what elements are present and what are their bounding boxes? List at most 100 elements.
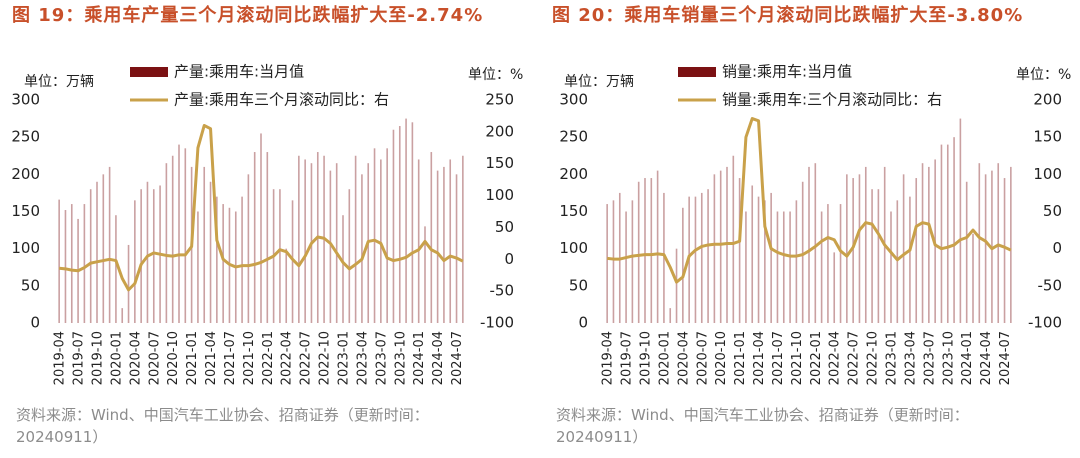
- bar: [392, 129, 395, 323]
- x-tick-label: 2024-01: [412, 331, 427, 385]
- y2-tick-label: 150: [1033, 128, 1062, 146]
- bar: [902, 174, 905, 323]
- bar: [152, 189, 155, 323]
- bar: [411, 122, 414, 323]
- bar: [430, 152, 433, 323]
- bar: [770, 192, 772, 323]
- legend-swatch: [130, 67, 168, 77]
- x-tick-label: 2019-07: [72, 331, 87, 385]
- bar: [58, 199, 60, 323]
- bar: [266, 152, 269, 323]
- bar: [675, 248, 678, 323]
- bar: [928, 166, 930, 323]
- bar: [631, 200, 634, 323]
- bar: [178, 144, 180, 323]
- bar: [260, 133, 262, 323]
- x-tick-label: 2024-04: [979, 331, 994, 385]
- bar: [361, 174, 363, 323]
- chart: 单位：万辆 单位：% 0 50 100 150 200 250 300 -100 -50 0 50 100…: [11, 63, 523, 386]
- x-tick-label: 2023-01: [885, 331, 900, 385]
- x-tick-label: 2020-07: [147, 331, 162, 385]
- bar: [285, 248, 288, 323]
- x-tick-label: 2021-10: [242, 331, 257, 385]
- y-tick-label: 200: [559, 165, 588, 183]
- bar: [373, 148, 376, 323]
- bar: [197, 211, 199, 323]
- bar: [386, 148, 388, 323]
- unit-label: 单位：万辆: [564, 74, 634, 90]
- bar: [864, 166, 867, 323]
- bar: [782, 211, 785, 323]
- y2-tick-label: 200: [1033, 91, 1062, 109]
- unit-label: 单位：万辆: [24, 74, 94, 90]
- bar: [909, 196, 911, 323]
- bar: [858, 174, 861, 323]
- y2-tick-label: 200: [485, 122, 514, 140]
- bar: [398, 126, 401, 324]
- bar: [171, 155, 174, 323]
- x-tick-label: 2020-04: [128, 331, 143, 385]
- y-tick-label: 100: [11, 239, 40, 257]
- bar: [380, 159, 382, 323]
- x-tick-label: 2020-07: [695, 331, 710, 385]
- bar: [462, 155, 464, 323]
- chart: 单位：万辆 单位：% 0 50 100 150 200 250 300 -100 -50 0 50 100…: [559, 63, 1071, 386]
- bar: [146, 181, 149, 323]
- bar: [70, 204, 73, 323]
- legend-label: 产量:乘用车三个月滚动同比：右: [174, 91, 389, 109]
- bar: [877, 189, 880, 323]
- bar: [436, 170, 439, 323]
- bar: [751, 185, 754, 323]
- x-tick-label: 2023-01: [337, 331, 352, 385]
- x-tick-label: 2021-04: [204, 331, 219, 385]
- y-tick-label: 300: [11, 91, 40, 109]
- bar: [732, 155, 735, 323]
- bar: [253, 152, 256, 323]
- x-tick-label: 2021-07: [771, 331, 786, 385]
- bar: [972, 233, 974, 323]
- line: [606, 117, 1012, 284]
- bar: [820, 211, 823, 323]
- bar: [896, 200, 899, 323]
- bar: [637, 181, 640, 323]
- bar: [833, 252, 836, 323]
- bar: [115, 215, 117, 323]
- bar: [134, 200, 136, 323]
- x-tick-label: 2024-07: [998, 331, 1013, 385]
- bar: [656, 170, 659, 323]
- bar: [203, 166, 206, 323]
- x-tick-label: 2019-10: [91, 331, 106, 385]
- bar: [96, 181, 98, 323]
- x-tick-label: 2023-10: [393, 331, 408, 385]
- bar: [827, 204, 829, 323]
- x-tick-label: 2021-01: [185, 331, 200, 385]
- bar: [342, 215, 344, 323]
- chart-panel: 图 19：乘用车产量三个月滚动同比跌幅扩大至-2.74% 单位：万辆 单位：% 0 50…: [11, 5, 523, 446]
- y-tick-label: 200: [11, 165, 40, 183]
- unit-label: 单位：%: [468, 67, 523, 83]
- bar: [140, 189, 142, 323]
- bar: [776, 211, 779, 323]
- bar: [719, 170, 722, 323]
- y-tick-label: 250: [11, 128, 40, 146]
- x-tick-label: 2022-01: [809, 331, 824, 385]
- bar: [108, 166, 111, 323]
- x-tick-label: 2023-07: [922, 331, 937, 385]
- bar: [650, 178, 653, 323]
- bar: [738, 178, 741, 323]
- bar: [64, 210, 67, 323]
- bar: [121, 308, 124, 323]
- y2-tick-label: -50: [1038, 276, 1063, 294]
- y-tick-label: 0: [30, 314, 40, 332]
- source-note: 资料来源：Wind、中国汽车工业协会、招商证券（更新时间：20240911）: [556, 406, 969, 446]
- y2-tick-label: -100: [1028, 314, 1062, 332]
- bar: [707, 189, 709, 323]
- y2-tick-label: 50: [495, 218, 514, 236]
- bar: [745, 211, 747, 323]
- bar: [953, 137, 955, 323]
- bar: [405, 118, 407, 323]
- y2-tick-label: 250: [485, 91, 514, 109]
- y2-tick-label: 100: [485, 186, 514, 204]
- x-tick-label: 2020-10: [714, 331, 729, 385]
